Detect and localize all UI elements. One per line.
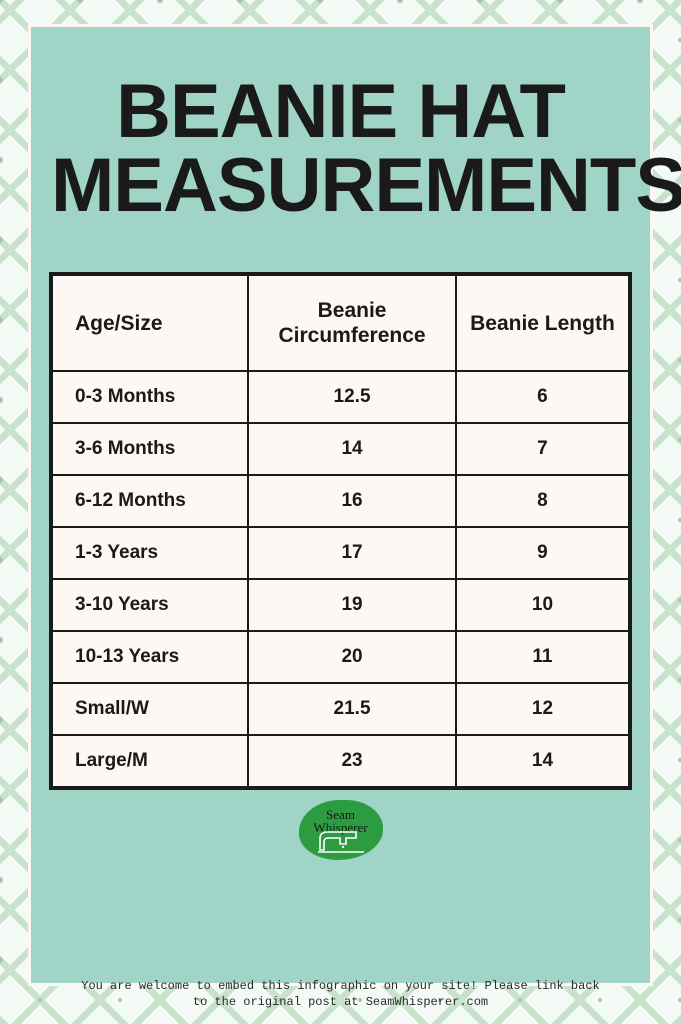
cell-circumference: 14 [248,423,456,475]
table-header-row: Age/Size Beanie Circumference Beanie Len… [52,275,629,371]
cell-age: 6-12 Months [52,475,248,527]
footer-attribution: You are welcome to embed this infographi… [28,978,653,1010]
footer-line-1: You are welcome to embed this infographi… [81,979,599,993]
table-row: 6-12 Months 16 8 [52,475,629,527]
cell-circumference: 23 [248,735,456,787]
cell-circumference: 19 [248,579,456,631]
cell-age: Small/W [52,683,248,735]
cell-age: 1-3 Years [52,527,248,579]
cell-circumference: 12.5 [248,371,456,423]
cell-age: 3-6 Months [52,423,248,475]
cell-length: 10 [456,579,629,631]
col-header-age: Age/Size [52,275,248,371]
cell-circumference: 20 [248,631,456,683]
title-line-1: BEANIE HAT [116,69,565,154]
cell-circumference: 16 [248,475,456,527]
table-row: 3-6 Months 14 7 [52,423,629,475]
cell-length: 12 [456,683,629,735]
cell-age: 0-3 Months [52,371,248,423]
cell-length: 11 [456,631,629,683]
brand-logo-container: Seam Whisperer [31,800,650,860]
col-header-length: Beanie Length [456,275,629,371]
table-row: Large/M 23 14 [52,735,629,787]
page-frame: BEANIE HAT MEASUREMENTS Age/Size Beanie … [0,0,681,1024]
main-card: BEANIE HAT MEASUREMENTS Age/Size Beanie … [28,24,653,986]
col-header-circumference: Beanie Circumference [248,275,456,371]
title-line-2: MEASUREMENTS [51,143,681,228]
table-row: 0-3 Months 12.5 6 [52,371,629,423]
cell-length: 9 [456,527,629,579]
sewing-machine-icon [318,828,364,854]
cell-age: 10-13 Years [52,631,248,683]
cell-length: 6 [456,371,629,423]
footer-line-2: to the original post at SeamWhisperer.co… [193,995,488,1009]
cell-length: 14 [456,735,629,787]
table-row: 10-13 Years 20 11 [52,631,629,683]
cell-length: 7 [456,423,629,475]
table-row: 1-3 Years 17 9 [52,527,629,579]
cell-circumference: 21.5 [248,683,456,735]
measurements-table: Age/Size Beanie Circumference Beanie Len… [51,274,630,788]
measurements-table-container: Age/Size Beanie Circumference Beanie Len… [49,272,632,790]
cell-age: 3-10 Years [52,579,248,631]
table-row: Small/W 21.5 12 [52,683,629,735]
cell-age: Large/M [52,735,248,787]
table-row: 3-10 Years 19 10 [52,579,629,631]
table-body: 0-3 Months 12.5 6 3-6 Months 14 7 6-12 M… [52,371,629,787]
brand-logo: Seam Whisperer [299,800,383,860]
cell-circumference: 17 [248,527,456,579]
cell-length: 8 [456,475,629,527]
page-title: BEANIE HAT MEASUREMENTS [31,27,650,254]
